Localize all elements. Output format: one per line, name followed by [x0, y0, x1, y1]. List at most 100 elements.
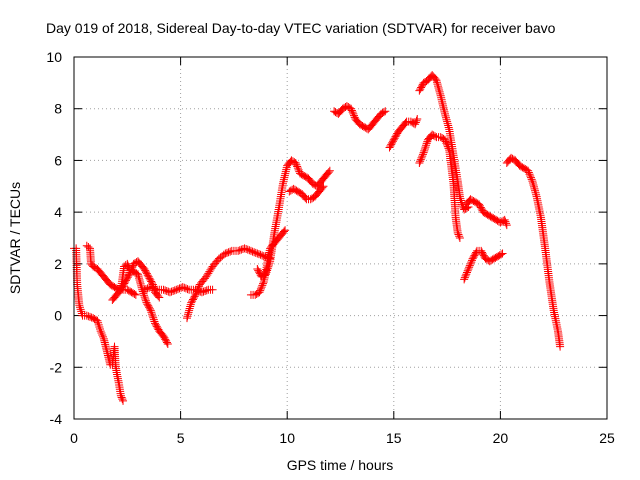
data-point	[432, 76, 441, 85]
data-point	[134, 272, 143, 281]
data-point	[265, 259, 274, 268]
data-point	[411, 120, 420, 129]
series-arc-12	[415, 71, 473, 214]
y-tick-labels: -4 -2 0 2 4 6 8 10	[46, 49, 62, 427]
data-point	[119, 396, 128, 405]
data-point	[234, 246, 243, 255]
data-point	[169, 287, 178, 296]
data-point	[432, 78, 441, 87]
data-point	[155, 293, 164, 302]
data-point	[147, 310, 156, 319]
series-arc-9	[285, 182, 328, 204]
data-point	[526, 171, 535, 180]
data-point	[349, 109, 358, 118]
y-axis-label: SDTVAR / TECUs	[7, 182, 23, 294]
data-point	[501, 217, 510, 226]
data-point	[347, 106, 356, 115]
data-point	[281, 226, 290, 235]
data-point	[128, 263, 137, 272]
data-point	[419, 148, 428, 157]
data-point	[416, 155, 425, 164]
data-point	[466, 259, 475, 268]
data-point	[202, 272, 211, 281]
data-point	[443, 117, 452, 126]
data-point	[460, 275, 469, 284]
data-point	[455, 234, 464, 242]
data-point	[147, 308, 156, 317]
series-arc-15	[460, 246, 507, 284]
data-point	[350, 111, 359, 120]
data-point	[141, 294, 150, 303]
data-point	[436, 89, 445, 98]
data-point	[162, 338, 171, 347]
y-tick-label: 6	[54, 152, 62, 168]
x-tick-label: 0	[70, 430, 78, 446]
data-point	[95, 322, 104, 331]
data-point	[442, 113, 451, 122]
data-point	[193, 285, 202, 294]
data-point	[415, 159, 424, 168]
data-point	[117, 393, 126, 402]
data-point	[242, 244, 251, 253]
data-point	[203, 271, 212, 280]
data-point	[462, 268, 471, 277]
data-point	[440, 109, 449, 118]
data-point	[154, 292, 163, 301]
data-point	[118, 395, 127, 404]
data-point	[243, 245, 252, 254]
data-point	[431, 132, 440, 141]
data-point	[264, 262, 273, 271]
data-point	[163, 340, 172, 349]
data-point	[84, 312, 93, 321]
data-point	[76, 305, 85, 314]
data-point	[126, 268, 135, 277]
data-point	[379, 108, 388, 117]
data-point	[527, 175, 536, 184]
data-point	[146, 283, 155, 292]
data-point	[201, 287, 210, 296]
data-point	[294, 165, 303, 174]
x-tick-label: 10	[279, 430, 295, 446]
data-point	[348, 108, 357, 117]
data-point	[293, 162, 302, 171]
data-point	[531, 188, 540, 197]
data-point	[149, 313, 158, 322]
data-point	[221, 249, 230, 258]
data-point	[418, 150, 427, 159]
data-point	[263, 266, 272, 275]
data-point	[194, 283, 203, 292]
data-point	[525, 170, 534, 179]
data-point	[125, 270, 134, 279]
data-point	[127, 265, 136, 274]
data-point	[149, 315, 158, 324]
data-point	[131, 290, 140, 299]
data-point	[240, 244, 249, 253]
data-point	[292, 160, 301, 169]
data-point	[526, 173, 535, 182]
data-point	[140, 293, 149, 302]
data-point	[85, 312, 94, 321]
data-point	[433, 80, 442, 89]
data-point	[254, 250, 263, 259]
data-point	[417, 153, 426, 162]
data-point	[524, 168, 533, 177]
data-point	[75, 303, 84, 312]
x-tick-labels: 0 5 10 15 20 25	[70, 430, 615, 446]
y-tick-label: -4	[50, 411, 63, 427]
data-point	[463, 266, 472, 275]
data-point	[185, 306, 194, 315]
data-point	[293, 164, 302, 173]
data-point	[261, 270, 270, 279]
data-point	[413, 115, 422, 124]
data-point	[180, 283, 189, 292]
data-point	[195, 282, 204, 291]
data-point	[440, 135, 449, 144]
data-point	[184, 308, 193, 317]
data-point	[182, 314, 191, 323]
data-point	[136, 279, 145, 288]
data-point	[381, 107, 390, 116]
data-point	[139, 289, 148, 298]
data-point	[529, 180, 538, 189]
data-point	[150, 317, 159, 326]
data-point	[178, 283, 187, 292]
